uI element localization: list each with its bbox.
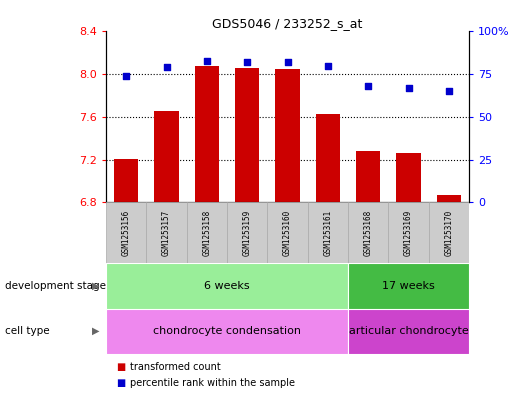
Text: chondrocyte condensation: chondrocyte condensation (153, 326, 301, 336)
Bar (227, 202, 267, 263)
Bar (276, 69, 299, 202)
Point (364, 83, 373, 89)
Text: GSM1253159: GSM1253159 (243, 210, 252, 256)
Text: ■: ■ (117, 378, 126, 388)
Point (162, 64, 171, 70)
Text: GSM1253169: GSM1253169 (404, 210, 413, 256)
Bar (348, 263, 469, 309)
Point (324, 62, 332, 69)
Bar (308, 202, 348, 263)
Point (202, 57, 211, 64)
Text: GSM1253157: GSM1253157 (162, 210, 171, 256)
Bar (348, 202, 388, 263)
Bar (348, 309, 469, 354)
Point (404, 85, 413, 91)
Bar (154, 110, 179, 202)
Bar (146, 202, 187, 263)
Title: GDS5046 / 233252_s_at: GDS5046 / 233252_s_at (213, 17, 363, 30)
Bar (106, 309, 348, 354)
Bar (437, 195, 461, 202)
Text: GSM1253160: GSM1253160 (283, 210, 292, 256)
Text: GSM1253170: GSM1253170 (444, 210, 453, 256)
Text: GSM1253161: GSM1253161 (323, 210, 332, 256)
Bar (316, 114, 340, 202)
Bar (106, 263, 348, 309)
Text: GSM1253158: GSM1253158 (202, 210, 211, 256)
Point (283, 59, 292, 65)
Bar (187, 202, 227, 263)
Bar (388, 202, 429, 263)
Text: 17 weeks: 17 weeks (382, 281, 435, 291)
Point (445, 88, 453, 94)
Bar (106, 202, 146, 263)
Text: GSM1253168: GSM1253168 (364, 210, 373, 256)
Bar (267, 202, 308, 263)
Text: cell type: cell type (5, 326, 50, 336)
Text: transformed count: transformed count (130, 362, 220, 373)
Point (243, 59, 251, 65)
Text: GSM1253156: GSM1253156 (122, 210, 131, 256)
Text: development stage: development stage (5, 281, 107, 291)
Bar (396, 153, 421, 202)
Text: ▶: ▶ (92, 326, 99, 336)
Text: ■: ■ (117, 362, 126, 373)
Bar (235, 68, 259, 202)
Text: articular chondrocyte: articular chondrocyte (349, 326, 469, 336)
Text: ▶: ▶ (92, 281, 99, 291)
Bar (429, 202, 469, 263)
Bar (356, 151, 381, 202)
Bar (195, 66, 219, 202)
Text: 6 weeks: 6 weeks (204, 281, 250, 291)
Bar (114, 159, 138, 202)
Point (122, 73, 130, 79)
Text: percentile rank within the sample: percentile rank within the sample (130, 378, 295, 388)
